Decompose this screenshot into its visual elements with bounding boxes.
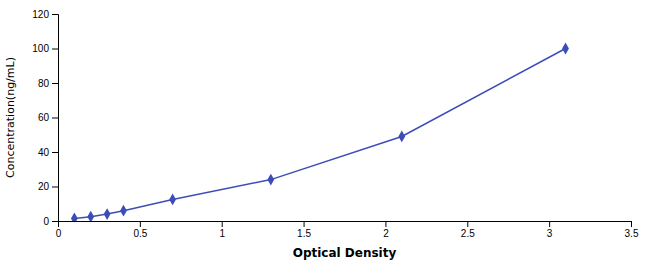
data-point [398, 131, 405, 143]
y-tick-mark [52, 152, 58, 153]
plot-area: 0 0.5 1 1.5 2 2.5 3 3.5 0 20 40 60 80 100 120 Optical D… [4, 9, 639, 260]
x-tick: 0.5 [133, 221, 147, 239]
y-tick: 80 [38, 78, 58, 89]
x-tick-label: 1.5 [297, 228, 311, 239]
x-tick: 3 [547, 221, 553, 239]
y-tick: 60 [38, 112, 58, 123]
x-tick-label: 3 [547, 228, 553, 239]
chart-svg: 0 0.5 1 1.5 2 2.5 3 3.5 0 20 40 60 80 100 120 Optical D… [0, 0, 653, 265]
y-axis-title: Concentration(ng/mL) [4, 57, 17, 178]
x-tick-mark [222, 221, 223, 227]
y-tick-mark [52, 49, 58, 50]
x-tick: 1.5 [297, 221, 311, 239]
data-point [267, 174, 274, 186]
x-axis-title: Optical Density [293, 246, 397, 260]
y-tick-label: 100 [32, 43, 49, 54]
x-tick-mark [631, 221, 632, 227]
y-tick-label: 40 [38, 147, 50, 158]
x-tick-mark [140, 221, 141, 227]
y-tick-label: 0 [43, 216, 49, 227]
data-point [104, 208, 111, 220]
chart-container: 0 0.5 1 1.5 2 2.5 3 3.5 0 20 40 60 80 100 120 Optical D… [0, 0, 653, 265]
y-axis-line [52, 15, 59, 222]
y-tick-label: 80 [38, 78, 50, 89]
x-tick-label: 0 [56, 228, 62, 239]
data-point [169, 194, 176, 206]
x-tick-label: 2 [383, 228, 389, 239]
y-tick-mark [52, 221, 58, 222]
x-tick-mark [385, 221, 386, 227]
x-tick-mark [467, 221, 468, 227]
data-point [120, 205, 127, 217]
x-tick-label: 0.5 [133, 228, 147, 239]
x-tick-mark [549, 221, 550, 227]
data-point [71, 213, 78, 221]
y-tick-label: 60 [38, 112, 50, 123]
y-tick-mark [52, 187, 58, 188]
y-axis: 0 20 40 60 80 100 120 [32, 9, 58, 227]
marks [71, 43, 569, 221]
x-tick-mark [304, 221, 305, 227]
x-tick: 2 [383, 221, 389, 239]
data-point [87, 211, 94, 221]
y-tick-label: 120 [32, 9, 49, 20]
x-tick-label: 1 [219, 228, 225, 239]
y-tick-label: 20 [38, 181, 50, 192]
y-tick: 0 [43, 216, 58, 227]
x-tick: 3.5 [625, 221, 639, 239]
y-tick: 40 [38, 147, 58, 158]
data-point [562, 43, 569, 55]
x-axis-line [59, 222, 632, 228]
y-tick: 100 [32, 43, 58, 54]
data-line [74, 49, 565, 219]
x-tick: 2.5 [461, 221, 475, 239]
y-tick-mark [52, 83, 58, 84]
x-tick-label: 3.5 [625, 228, 639, 239]
y-tick: 20 [38, 181, 58, 192]
y-tick: 120 [32, 9, 58, 20]
y-tick-mark [52, 118, 58, 119]
x-tick-label: 2.5 [461, 228, 475, 239]
x-tick: 1 [219, 221, 225, 239]
x-tick: 0 [56, 221, 62, 239]
y-tick-mark [52, 14, 58, 15]
x-axis: 0 0.5 1 1.5 2 2.5 3 3.5 [56, 221, 639, 239]
